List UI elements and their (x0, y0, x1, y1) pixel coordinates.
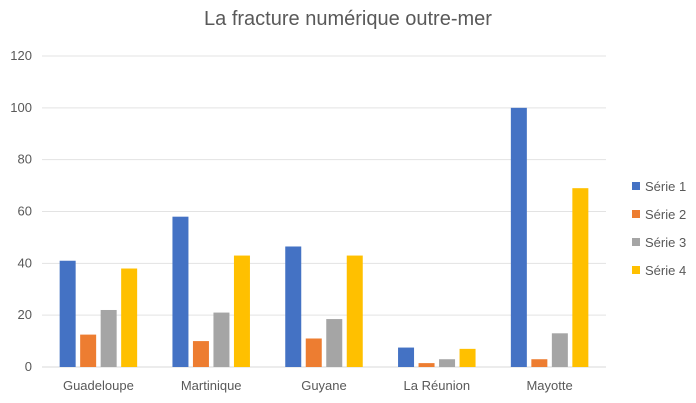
y-tick-label: 40 (18, 255, 32, 270)
y-tick-label: 60 (18, 204, 32, 219)
bar-martinique-series-2 (192, 341, 209, 367)
y-tick-label: 0 (25, 359, 32, 374)
x-tick-label: La Réunion (404, 378, 471, 393)
bar-guyane-series-3 (326, 319, 343, 367)
chart-title: La fracture numérique outre-mer (204, 8, 492, 30)
legend-swatch (632, 210, 640, 218)
bar-mayotte-series-1 (510, 107, 527, 367)
bar-la-réunion-series-3 (439, 359, 456, 367)
legend-item-series-1: Série 1 (632, 172, 686, 200)
legend-item-series-3: Série 3 (632, 228, 686, 256)
legend-item-series-4: Série 4 (632, 256, 686, 284)
legend-swatch (632, 266, 640, 274)
y-tick-label: 80 (18, 152, 32, 167)
bar-guadeloupe-series-3 (100, 309, 117, 367)
legend-label: Série 2 (645, 206, 687, 222)
legend: Série 1 Série 2 Série 3 Série 4 (632, 172, 686, 284)
bar-mayotte-series-4 (572, 188, 589, 367)
bar-martinique-series-3 (213, 312, 230, 367)
y-tick-label: 20 (18, 307, 32, 322)
legend-label: Série 1 (645, 178, 687, 194)
bar-guyane-series-2 (305, 338, 322, 367)
bar-la-réunion-series-2 (418, 363, 435, 367)
bar-guadeloupe-series-1 (59, 260, 76, 367)
bar-la-réunion-series-1 (398, 347, 415, 367)
bar-martinique-series-1 (172, 216, 189, 367)
x-tick-label: Mayotte (526, 378, 572, 393)
legend-swatch (632, 182, 640, 190)
y-tick-label: 100 (10, 100, 32, 115)
bar-mayotte-series-3 (551, 333, 568, 367)
bar-guadeloupe-series-2 (80, 334, 97, 367)
bar-guyane-series-4 (346, 255, 363, 367)
x-tick-label: Guadeloupe (63, 378, 134, 393)
legend-swatch (632, 238, 640, 246)
bar-mayotte-series-2 (531, 359, 548, 367)
bar-guadeloupe-series-4 (121, 268, 138, 367)
x-tick-label: Guyane (301, 378, 347, 393)
bar-la-réunion-series-4 (459, 348, 476, 367)
legend-label: Série 3 (645, 234, 687, 250)
legend-label: Série 4 (645, 262, 687, 278)
legend-item-series-2: Série 2 (632, 200, 686, 228)
y-tick-label: 120 (10, 48, 32, 63)
bar-guyane-series-1 (285, 246, 302, 367)
bar-martinique-series-4 (233, 255, 250, 367)
x-tick-label: Martinique (181, 378, 242, 393)
